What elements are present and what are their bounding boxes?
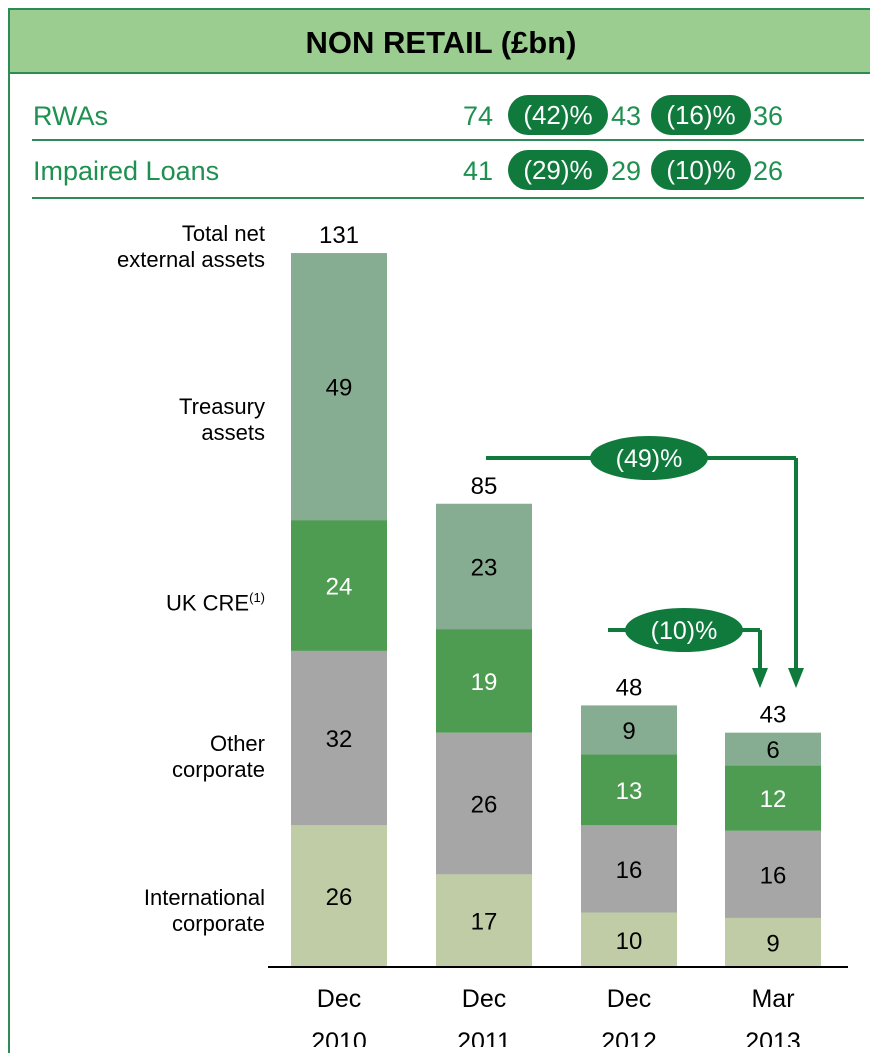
value-label-intl-2: 10 (616, 928, 643, 955)
value-label-ukcre-0: 24 (326, 574, 353, 601)
x-tick-label-1-line1: Dec (462, 985, 506, 1013)
value-label-intl-1: 17 (471, 909, 498, 936)
value-label-other-3: 16 (760, 862, 787, 889)
bar-other-0 (291, 650, 387, 826)
value-label-intl-3: 9 (766, 930, 779, 957)
x-tick-label-0-line2: 2010 (311, 1028, 367, 1047)
total-label-0: 131 (319, 222, 359, 249)
metric-divider (32, 139, 864, 141)
x-tick-label-1-line2: 2011 (457, 1028, 511, 1047)
bar-ukcre-0 (291, 520, 387, 651)
metric-rwas-change-1: (42)% (508, 95, 608, 135)
row-label-other-line2: corporate (172, 757, 265, 782)
value-label-ukcre-2: 13 (616, 778, 643, 805)
row-label-treasury-line2: assets (201, 420, 265, 445)
metric-rwas-2011: 43 (611, 101, 642, 131)
value-label-treasury-2: 9 (622, 718, 635, 745)
bar-other-3 (725, 830, 821, 918)
value-label-other-0: 32 (326, 726, 353, 753)
value-label-treasury-1: 23 (471, 554, 498, 581)
row-label-other-line1: Other (209, 731, 265, 756)
total-label-3: 43 (760, 702, 787, 729)
metric-impaired-2010: 41 (463, 156, 494, 186)
bar-treasury-1 (436, 503, 532, 630)
annotation-10-arrowhead (752, 668, 768, 688)
annotation-49-arrowhead (788, 668, 804, 688)
title-band: NON RETAIL (£bn) (10, 10, 870, 74)
row-label-total-line1: Total net (181, 221, 265, 246)
row-label-treasury: Treasury assets (85, 394, 265, 446)
panel-frame (8, 8, 870, 1053)
x-tick-label-3-line2: 2013 (745, 1028, 801, 1047)
metric-rwas-2013: 36 (753, 101, 784, 131)
row-label-intl-line2: corporate (172, 911, 265, 936)
metric-impaired-2011: 29 (611, 156, 642, 186)
bar-ukcre-2 (581, 754, 677, 826)
annotation-10-pill (625, 608, 743, 652)
value-label-ukcre-1: 19 (471, 669, 498, 696)
total-label-1: 85 (471, 473, 498, 500)
row-label-intl-line1: International (143, 885, 265, 910)
bar-treasury-0 (291, 253, 387, 521)
annotation-49-pill (590, 436, 708, 480)
x-tick-label-2-line1: Dec (607, 985, 651, 1013)
row-label-total: Total net external assets (85, 221, 265, 273)
bar-intl-3 (725, 917, 821, 967)
value-label-treasury-0: 49 (326, 375, 353, 402)
value-label-treasury-3: 6 (766, 737, 779, 764)
bar-intl-1 (436, 874, 532, 967)
value-label-other-1: 26 (471, 792, 498, 819)
metric-rwas-2010: 74 (463, 101, 494, 131)
bar-ukcre-1 (436, 629, 532, 733)
x-tick-label-3-line1: Mar (751, 985, 794, 1013)
row-label-total-line2: external assets (117, 247, 265, 272)
annotation-10-label: (10)% (651, 617, 718, 645)
value-label-other-2: 16 (616, 857, 643, 884)
metric-impaired-change-2: (10)% (651, 150, 751, 190)
total-label-2: 48 (616, 674, 643, 701)
annotation-49-label: (49)% (616, 445, 683, 473)
metric-divider-bottom (32, 197, 864, 199)
bar-other-2 (581, 825, 677, 913)
metric-impaired-change-1: (29)% (508, 150, 608, 190)
row-label-treasury-line1: Treasury (179, 394, 265, 419)
metric-rwas-change-2: (16)% (651, 95, 751, 135)
row-label-ukcre-note: (1) (249, 590, 265, 605)
value-label-ukcre-3: 12 (760, 786, 787, 813)
metric-impaired-2013: 26 (753, 156, 784, 186)
metric-label-impaired: Impaired Loans (33, 156, 220, 186)
row-label-ukcre-text: UK CRE (165, 590, 250, 616)
row-label-ukcre: UK CRE(1) (85, 585, 265, 616)
value-label-intl-0: 26 (326, 884, 353, 911)
bar-intl-0 (291, 825, 387, 967)
x-tick-label-2-line2: 2012 (601, 1028, 657, 1047)
metric-label-rwas: RWAs (33, 101, 109, 131)
bar-treasury-2 (581, 705, 677, 755)
bar-other-1 (436, 732, 532, 875)
bar-treasury-3 (725, 732, 821, 766)
bar-intl-2 (581, 912, 677, 967)
row-label-other: Other corporate (85, 731, 265, 783)
panel-title: NON RETAIL (£bn) (305, 25, 577, 60)
row-label-intl: International corporate (85, 885, 265, 937)
bar-ukcre-3 (725, 765, 821, 831)
x-tick-label-0-line1: Dec (317, 985, 361, 1013)
